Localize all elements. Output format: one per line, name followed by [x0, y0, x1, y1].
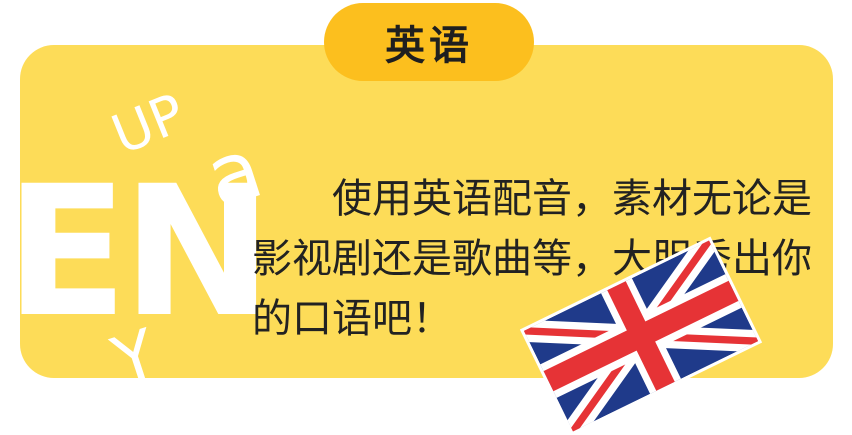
- decor-letters-en: EN: [20, 148, 273, 357]
- section-tab: 英语: [324, 3, 534, 81]
- card-description: 使用英语配音，素材无论是影视剧还是歌曲等，大胆秀出你的口语吧！: [252, 176, 812, 342]
- section-tab-label: 英语: [385, 23, 473, 69]
- uk-flag-icon: [523, 240, 759, 432]
- english-card: UP EN a Y 使用英语配音，素材无论是影视剧还是歌曲等，大胆秀出你的口语吧…: [20, 45, 833, 378]
